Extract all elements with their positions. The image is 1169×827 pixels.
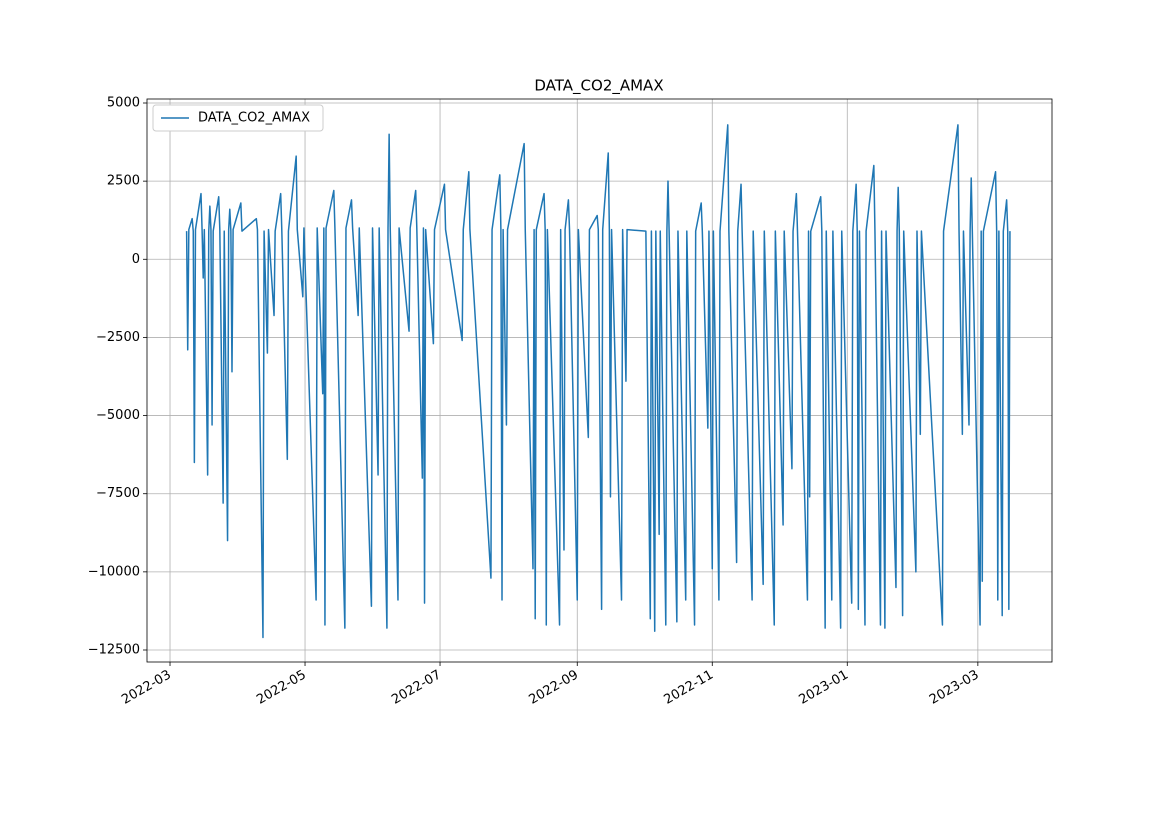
y-tick-label: 0 [132,252,140,267]
line-series [185,124,1011,639]
x-tick-label: 2022-07 [389,668,444,708]
legend-label: DATA_CO2_AMAX [198,111,310,126]
x-tick-label: 2022-05 [254,668,309,708]
y-tick-label: −2500 [96,330,140,345]
y-tick-label: −5000 [96,408,140,423]
x-tick-label: 2022-03 [119,668,174,708]
legend: DATA_CO2_AMAX [152,104,324,132]
x-tick-label: 2023-03 [927,668,982,708]
y-tick-label: 5000 [107,96,140,111]
x-tick-label: 2022-11 [661,668,716,708]
y-tick-label: −10000 [88,564,140,579]
plot-frame [146,98,1053,663]
legend-box [152,104,324,132]
x-tick-label: 2023-01 [796,668,851,708]
x-tick-label: 2022-09 [526,668,581,708]
y-tick-label: −12500 [88,642,140,657]
y-tick-label: −7500 [96,486,140,501]
y-tick-label: 2500 [107,174,140,189]
chart-title: DATA_CO2_AMAX [534,77,663,96]
